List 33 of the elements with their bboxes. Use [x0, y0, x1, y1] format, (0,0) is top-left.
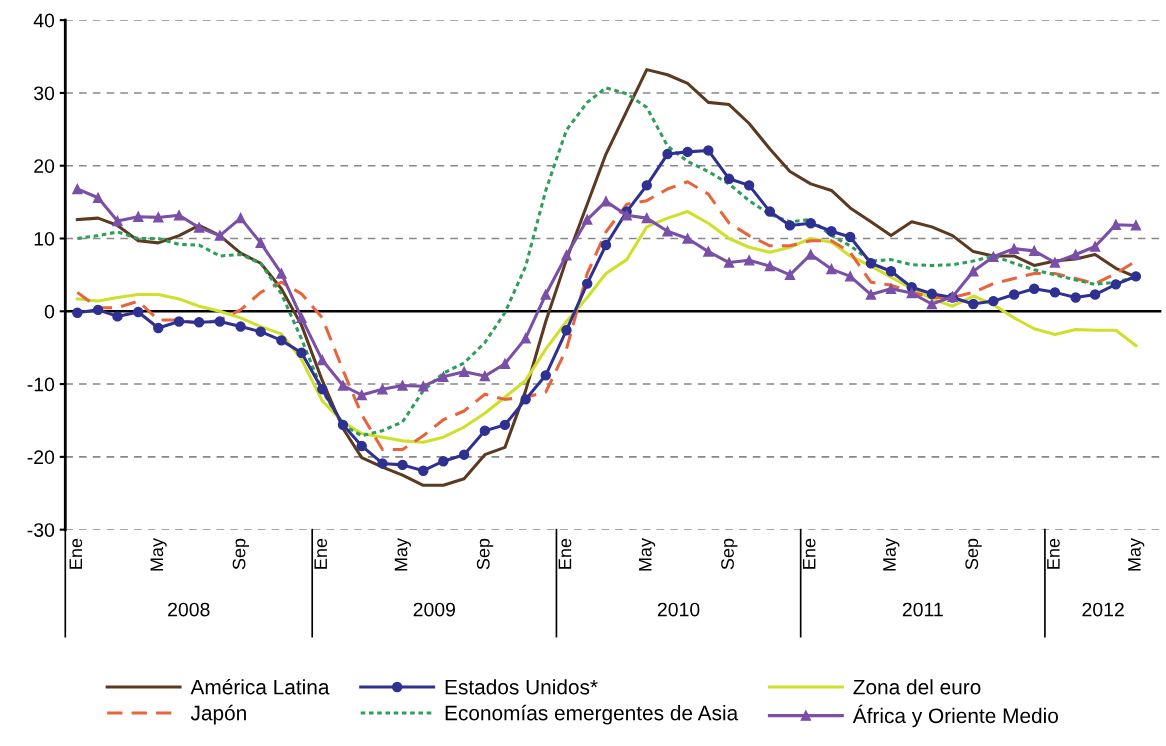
- text: 2009: [413, 602, 456, 617]
- y-tick-label: -10: [27, 377, 55, 392]
- y-tick-label: -30: [27, 523, 55, 537]
- x-tick-label: Sep: [965, 538, 982, 570]
- x-tick-label: Sep: [476, 538, 494, 570]
- x-tick-label: May: [883, 538, 900, 571]
- x-tick-label: May: [1128, 538, 1145, 571]
- text: 2008: [168, 602, 210, 617]
- text: 2011: [902, 602, 943, 617]
- y-tick-label: 10: [34, 231, 55, 246]
- legend-label: Estados Unidos*: [445, 679, 598, 695]
- legend-label: América Latina: [190, 678, 330, 695]
- x-tick-label: Ene: [558, 538, 572, 569]
- y-tick-label: 40: [33, 13, 55, 28]
- text: 2012: [1082, 602, 1124, 617]
- x-tick-label: Sep: [232, 538, 250, 570]
- y-tick-label: 20: [34, 159, 55, 173]
- x-tick-label: May: [150, 538, 167, 571]
- y-tick-label: 30: [33, 86, 55, 101]
- x-tick-label: Ene: [69, 538, 83, 569]
- legend-label: Zona del euro: [853, 679, 981, 695]
- x-tick-label: Ene: [802, 538, 816, 569]
- x-tick-label: May: [639, 538, 656, 571]
- legend-label: África y Oriente Medio: [852, 704, 1058, 728]
- x-tick-label: Sep: [721, 538, 738, 570]
- x-tick-label: Ene: [314, 538, 328, 569]
- x-tick-label: Ene: [1047, 538, 1060, 569]
- y-tick-label: 0: [44, 304, 55, 319]
- text: 2010: [657, 602, 700, 617]
- legend-label: Japón: [190, 704, 246, 725]
- x-tick-label: May: [394, 538, 411, 571]
- legend-label: Economías emergentes de Asia: [445, 704, 739, 725]
- y-tick-label: -20: [27, 450, 55, 465]
